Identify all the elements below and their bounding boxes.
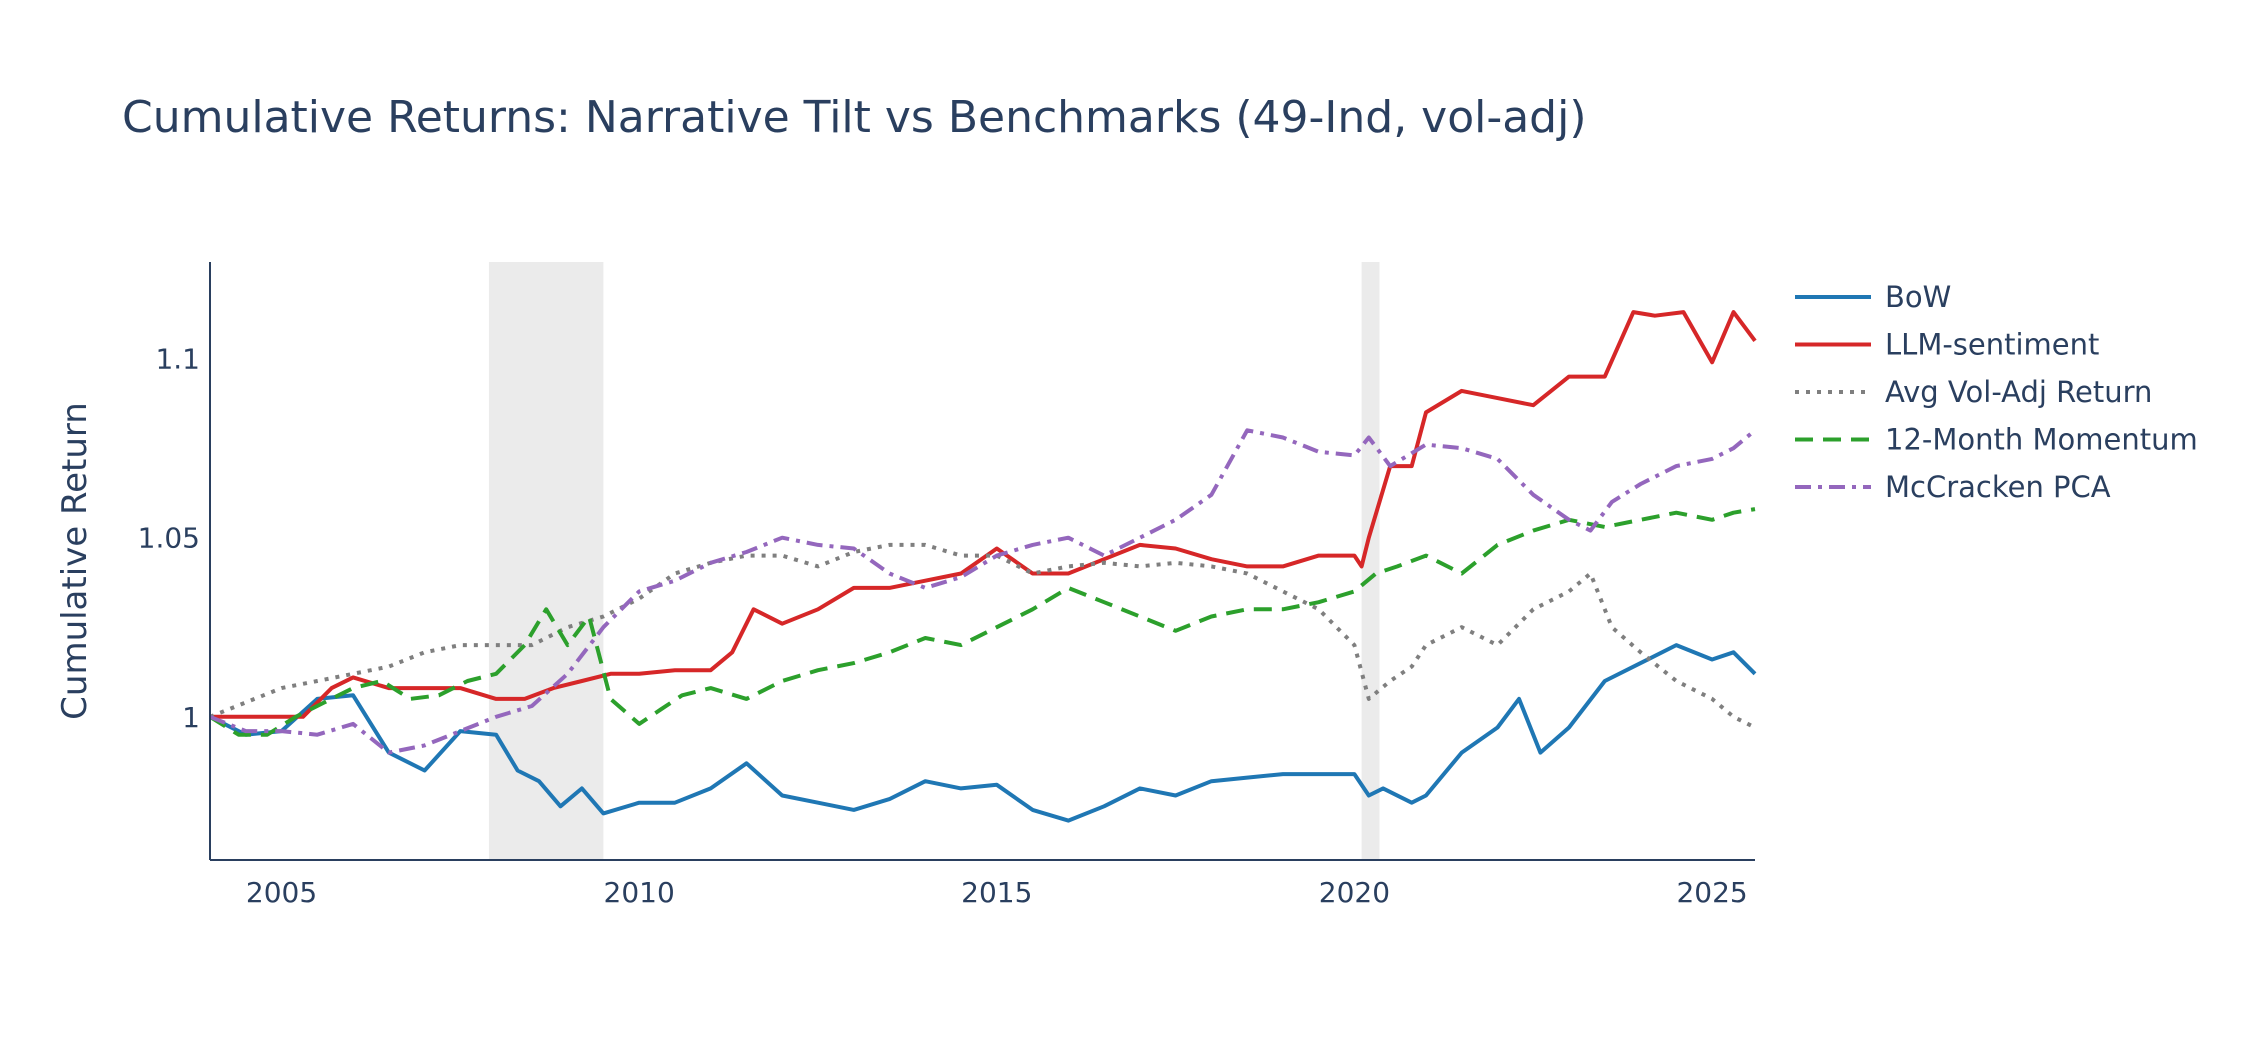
recession-shading xyxy=(488,262,1380,860)
axes: 2005 2010 2015 2020 2025 1 1.05 1.1 Cumulative R… xyxy=(55,262,1755,909)
legend-label: 12-Month Momentum xyxy=(1885,423,2198,457)
series-line-avg-vol-adj-return xyxy=(209,542,1756,730)
x-tick-label: 2005 xyxy=(246,876,317,909)
x-tick-label: 2010 xyxy=(604,876,675,909)
x-tick-label: 2020 xyxy=(1319,876,1390,909)
shaded-period-1 xyxy=(488,262,604,860)
x-tick-label: 2015 xyxy=(961,876,1032,909)
y-axis-title: Cumulative Return xyxy=(55,402,95,720)
legend[interactable]: BoW LLM-sentiment Avg Vol-Adj Return 12-Mon… xyxy=(1795,280,2198,504)
y-tick-label: 1.1 xyxy=(155,343,200,376)
legend-label: BoW xyxy=(1885,280,1951,314)
legend-label: Avg Vol-Adj Return xyxy=(1885,375,2152,409)
series-line-mccracken-pca xyxy=(209,428,1757,755)
series-lines xyxy=(208,310,1757,823)
y-tick-label: 1.05 xyxy=(138,522,200,555)
shaded-period-2 xyxy=(1361,262,1380,860)
legend-label: McCracken PCA xyxy=(1885,470,2111,504)
series-line-bow xyxy=(209,643,1757,823)
y-tick-label: 1 xyxy=(182,701,200,734)
legend-label: LLM-sentiment xyxy=(1885,328,2099,362)
x-tick-label: 2025 xyxy=(1676,876,1747,909)
series-line-llm-sentiment xyxy=(210,310,1757,719)
series-line-12-month-momentum xyxy=(208,507,1756,737)
chart-title: Cumulative Returns: Narrative Tilt vs Be… xyxy=(122,92,1587,143)
